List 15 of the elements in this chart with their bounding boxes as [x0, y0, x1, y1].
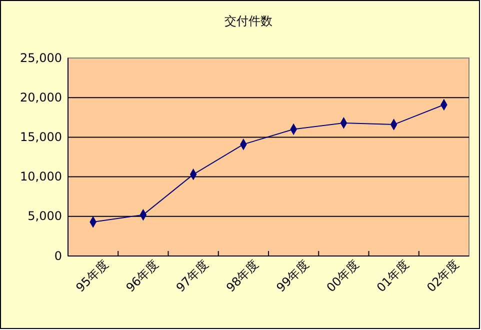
x-tick-label: 95年度 — [73, 257, 111, 295]
y-tick-label: 15,000 — [20, 130, 62, 144]
x-tick-label: 97年度 — [173, 257, 212, 295]
y-tick-label: 10,000 — [20, 170, 62, 184]
y-tick-label: 5,000 — [28, 209, 62, 224]
x-tick-label: 99年度 — [274, 257, 312, 295]
x-tick-label: 00年度 — [324, 257, 362, 295]
y-tick-label: 20,000 — [20, 90, 62, 104]
x-tick-label: 96年度 — [123, 257, 162, 295]
y-tick-label: 25,000 — [20, 50, 62, 65]
chart-title: 交付件数 — [224, 14, 272, 28]
x-tick-label: 01年度 — [374, 257, 412, 295]
x-tick-label: 02年度 — [424, 257, 462, 295]
y-tick-label: 0 — [54, 248, 62, 263]
x-tick-label: 98年度 — [224, 257, 262, 295]
